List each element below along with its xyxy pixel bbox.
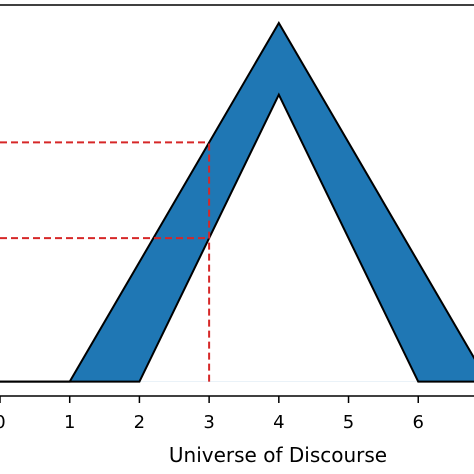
membership-line: [0, 92, 474, 383]
x-tick-label: 1: [64, 412, 75, 433]
x-tick-label: 4: [273, 412, 284, 433]
x-tick-label: 2: [134, 412, 145, 433]
x-tick-label: 5: [343, 412, 354, 433]
x-tick-label: 0: [0, 412, 6, 433]
x-axis-label: Universe of Discourse: [169, 443, 387, 467]
x-tick-label: 3: [203, 412, 214, 433]
membership-area: [0, 94, 474, 382]
x-tick-label: 6: [413, 412, 424, 433]
